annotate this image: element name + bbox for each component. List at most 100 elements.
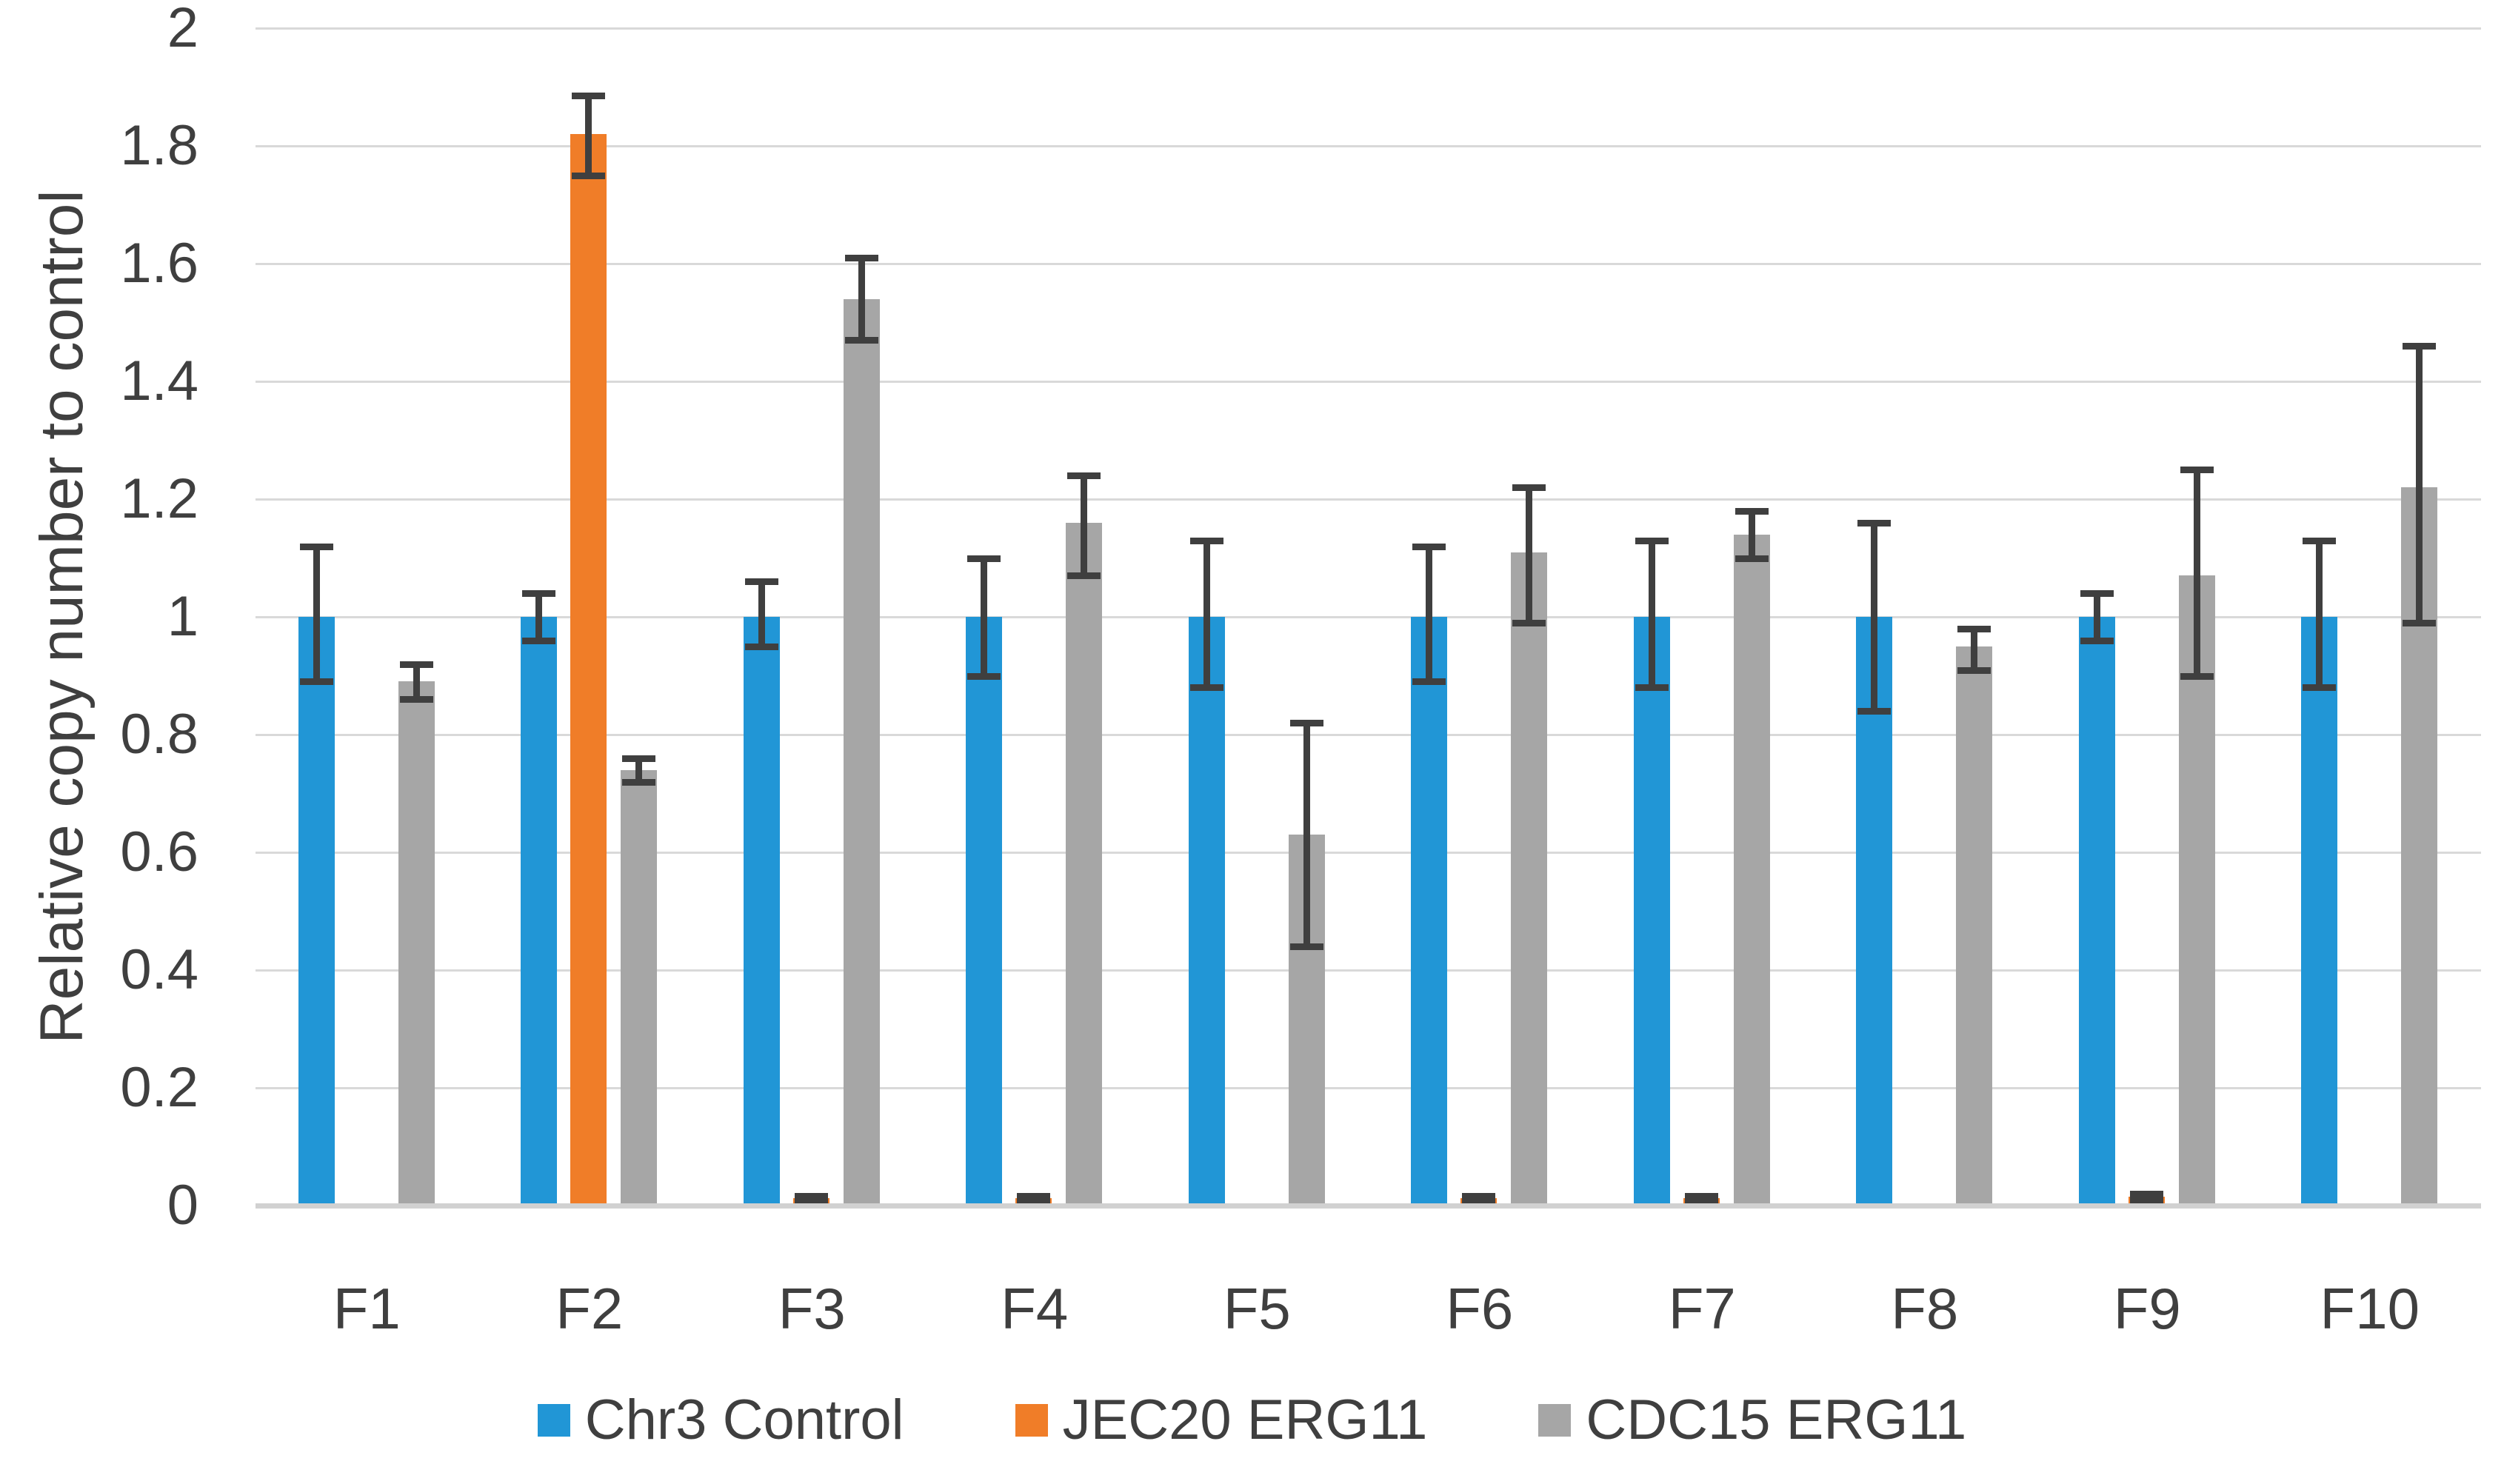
x-category-label-f3: F3	[778, 1276, 846, 1341]
bar-chr3-control-f9	[2078, 617, 2115, 1206]
y-tick-label: 0.8	[120, 703, 198, 766]
error-bar-cap	[2303, 537, 2337, 544]
error-bar-line	[2316, 540, 2323, 688]
error-bar-cap	[2180, 672, 2214, 680]
error-bar-cap	[1957, 666, 1991, 674]
y-tick-label: 1.2	[120, 467, 198, 530]
horizontal-gridline	[256, 616, 2481, 618]
bar-cdc15-erg11-f1	[398, 681, 435, 1206]
error-bar-line	[535, 593, 543, 641]
error-bar-cap	[2129, 1191, 2163, 1198]
bar-chr3-control-f10	[2301, 617, 2338, 1206]
legend-item-chr3-control: Chr3 Control	[537, 1392, 904, 1448]
y-tick-label: 1.6	[120, 232, 198, 295]
error-bar-cap	[744, 643, 778, 650]
error-bar-cap	[522, 637, 556, 644]
error-bar-cap	[2180, 467, 2214, 474]
x-category-label-f6: F6	[1446, 1276, 1514, 1341]
error-bar-cap	[1189, 684, 1223, 692]
bar-cdc15-erg11-f3	[843, 298, 880, 1206]
error-bar-line	[1748, 510, 1755, 558]
error-bar-cap	[2403, 619, 2437, 626]
x-category-label-f5: F5	[1223, 1276, 1291, 1341]
legend-label: JEC20 ERG11	[1062, 1388, 1428, 1451]
bar-cdc15-erg11-f8	[1956, 646, 1993, 1206]
error-bar-line	[1203, 540, 1210, 688]
bar-chr3-control-f1	[298, 617, 335, 1206]
error-bar-cap	[2080, 590, 2114, 598]
legend-label: CDC15 ERG11	[1586, 1388, 1967, 1451]
error-bar-line	[1426, 546, 1433, 682]
error-bar-cap	[844, 337, 878, 344]
horizontal-gridline	[256, 969, 2481, 972]
legend-swatch-icon	[537, 1404, 570, 1437]
chart-legend: Chr3 Control JEC20 ERG11 CDC15 ERG11	[0, 1392, 2504, 1448]
horizontal-gridline	[256, 852, 2481, 854]
error-bar-line	[635, 758, 643, 782]
x-category-label-f9: F9	[2113, 1276, 2181, 1341]
legend-swatch-icon	[1015, 1404, 1048, 1437]
horizontal-gridline	[256, 381, 2481, 383]
error-bar-cap	[1412, 543, 1446, 550]
error-bar-cap	[1289, 943, 1323, 951]
bar-chr3-control-f8	[1856, 617, 1893, 1206]
x-category-label-f7: F7	[1668, 1276, 1736, 1341]
error-bar-cap	[1857, 708, 1892, 715]
horizontal-gridline	[256, 27, 2481, 30]
y-tick-label: 1	[167, 585, 198, 648]
error-bar-line	[1526, 487, 1533, 623]
error-bar-line	[1303, 723, 1310, 947]
error-bar-line	[981, 558, 988, 676]
y-tick-label: 2	[167, 0, 198, 59]
error-bar-cap	[1412, 678, 1446, 686]
error-bar-cap	[572, 172, 606, 179]
x-category-label-f8: F8	[1891, 1276, 1959, 1341]
error-bar-cap	[1289, 720, 1323, 727]
legend-item-cdc15-erg11: CDC15 ERG11	[1538, 1392, 1966, 1448]
error-bar-line	[1871, 522, 1878, 712]
error-bar-cap	[794, 1193, 828, 1200]
error-bar-cap	[399, 661, 433, 668]
error-bar-cap	[1635, 684, 1669, 692]
y-tick-label: 1.8	[120, 114, 198, 177]
x-category-label-f10: F10	[2320, 1276, 2420, 1341]
error-bar-cap	[744, 578, 778, 586]
bar-cdc15-erg11-f9	[2178, 575, 2215, 1206]
bar-cdc15-erg11-f7	[1733, 534, 1770, 1206]
y-tick-label: 0.6	[120, 820, 198, 883]
error-bar-cap	[967, 672, 1001, 680]
horizontal-gridline	[256, 263, 2481, 265]
error-bar-line	[1081, 475, 1088, 576]
error-bar-cap	[1635, 537, 1669, 544]
bar-chr3-control-f7	[1633, 617, 1670, 1206]
error-bar-cap	[1957, 625, 1991, 632]
error-bar-cap	[844, 255, 878, 262]
error-bar-cap	[1512, 619, 1546, 626]
bar-cdc15-erg11-f2	[621, 769, 658, 1206]
bar-chr3-control-f2	[521, 617, 558, 1206]
legend-swatch-icon	[1538, 1404, 1572, 1437]
error-bar-cap	[299, 678, 333, 686]
error-bar-cap	[1857, 519, 1892, 527]
error-bar-cap	[1017, 1193, 1051, 1200]
error-bar-cap	[2080, 637, 2114, 644]
error-bar-cap	[1067, 572, 1101, 580]
horizontal-gridline	[256, 1087, 2481, 1089]
bar-chr3-control-f4	[966, 617, 1003, 1206]
error-bar-cap	[622, 778, 656, 786]
x-category-label-f4: F4	[1001, 1276, 1069, 1341]
bar-chr3-control-f5	[1188, 617, 1225, 1206]
error-bar-cap	[1067, 472, 1101, 480]
error-bar-line	[758, 581, 765, 646]
error-bar-cap	[1462, 1193, 1496, 1200]
y-tick-label: 1.4	[120, 350, 198, 412]
error-bar-cap	[1189, 537, 1223, 544]
x-category-label-f2: F2	[555, 1276, 624, 1341]
bar-chr3-control-f6	[1411, 617, 1448, 1206]
error-bar-cap	[1017, 1197, 1051, 1205]
error-bar-line	[2193, 469, 2200, 676]
y-tick-label: 0.4	[120, 938, 198, 1001]
error-bar-cap	[2129, 1197, 2163, 1204]
x-category-label-f1: F1	[333, 1276, 401, 1341]
